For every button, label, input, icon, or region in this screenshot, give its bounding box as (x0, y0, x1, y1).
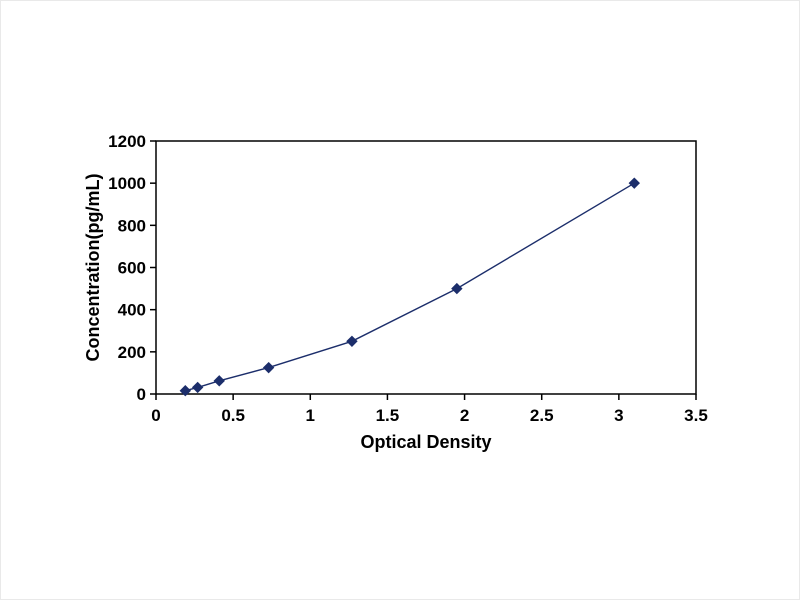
x-tick-label: 2 (460, 406, 469, 425)
data-point-marker (451, 282, 463, 295)
x-tick-label: 0.5 (221, 406, 245, 425)
y-tick-label: 400 (118, 301, 146, 320)
x-tick-label: 1 (306, 406, 315, 425)
y-tick-label: 200 (118, 343, 146, 362)
series-layer (179, 177, 640, 397)
data-point-marker (179, 385, 192, 397)
y-tick-label: 600 (118, 259, 146, 278)
data-point-marker (628, 177, 640, 189)
data-point-marker (346, 335, 358, 347)
y-tick-label: 0 (137, 385, 146, 404)
y-axis-title: Concentration(pg/mL) (83, 174, 103, 362)
data-point-marker (191, 381, 204, 394)
x-tick-label: 3.5 (684, 406, 708, 425)
x-tick-label: 1.5 (376, 406, 400, 425)
x-tick-label: 0 (151, 406, 160, 425)
y-tick-label: 1000 (108, 174, 146, 193)
plot-area (155, 140, 697, 395)
tick-layer: 0 0.5 1 1.5 2 2.5 3 3.5 0 200 400 600 800 1000 1200 (108, 132, 708, 425)
y-tick-label: 1200 (108, 132, 146, 151)
x-tick-label: 2.5 (530, 406, 554, 425)
data-point-marker (213, 375, 225, 387)
x-axis-title: Optical Density (360, 432, 491, 452)
data-point-marker (262, 361, 275, 374)
x-tick-label: 3 (614, 406, 623, 425)
y-tick-label: 800 (118, 216, 146, 235)
